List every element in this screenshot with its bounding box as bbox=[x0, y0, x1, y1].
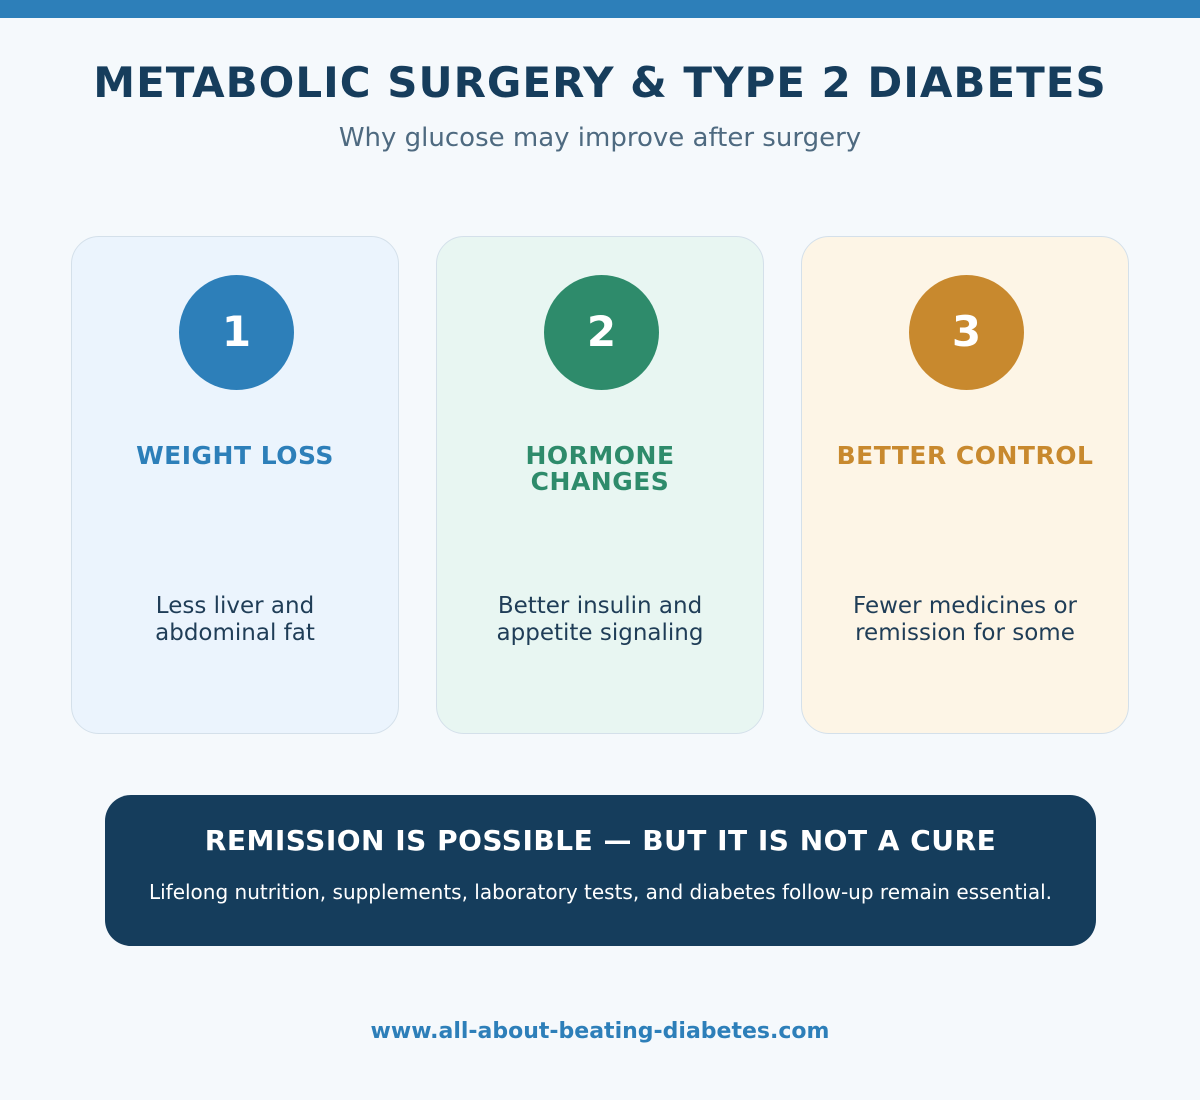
banner-title: REMISSION IS POSSIBLE — BUT IT IS NOT A … bbox=[204, 824, 997, 857]
step-number-badge: 2 bbox=[544, 275, 659, 390]
page-title: METABOLIC SURGERY & TYPE 2 DIABETES bbox=[93, 58, 1107, 107]
card-description: Better insulin and appetite signaling bbox=[496, 593, 704, 646]
card-better-control: 3 BETTER CONTROL Fewer medicines or remi… bbox=[801, 236, 1129, 734]
card-heading: HORMONE CHANGES bbox=[525, 441, 675, 496]
remission-banner: REMISSION IS POSSIBLE — BUT IT IS NOT A … bbox=[105, 795, 1096, 946]
step-number-badge: 1 bbox=[179, 275, 294, 390]
top-accent-bar bbox=[0, 0, 1200, 18]
card-heading: WEIGHT LOSS bbox=[136, 441, 334, 470]
card-description: Fewer medicines or remission for some bbox=[853, 593, 1077, 646]
card-weight-loss: 1 WEIGHT LOSS Less liver and abdominal f… bbox=[71, 236, 399, 734]
page-subtitle: Why glucose may improve after surgery bbox=[338, 123, 862, 153]
card-description: Less liver and abdominal fat bbox=[155, 593, 315, 646]
card-hormone-changes: 2 HORMONE CHANGES Better insulin and app… bbox=[436, 236, 764, 734]
banner-text: Lifelong nutrition, supplements, laborat… bbox=[148, 880, 1053, 904]
step-number-badge: 3 bbox=[909, 275, 1024, 390]
card-heading: BETTER CONTROL bbox=[836, 441, 1094, 470]
footer-website-link[interactable]: www.all-about-beating-diabetes.com bbox=[370, 1019, 830, 1044]
